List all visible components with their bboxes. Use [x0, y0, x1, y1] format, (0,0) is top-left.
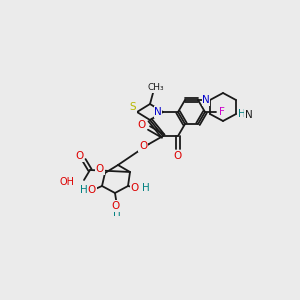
Text: N: N: [245, 110, 253, 120]
Text: O: O: [138, 120, 146, 130]
Text: CH₃: CH₃: [148, 83, 164, 92]
Text: O: O: [88, 185, 96, 195]
Text: O: O: [111, 201, 119, 211]
Text: H: H: [238, 109, 246, 119]
Text: H: H: [113, 208, 121, 218]
Text: F: F: [219, 107, 225, 117]
Text: S: S: [130, 102, 136, 112]
Text: O: O: [139, 141, 147, 151]
Text: OH: OH: [60, 177, 75, 187]
Text: H: H: [142, 183, 150, 193]
Text: O: O: [131, 183, 139, 193]
Text: H: H: [80, 185, 88, 195]
Text: O: O: [75, 151, 83, 161]
Text: O: O: [96, 164, 104, 174]
Text: N: N: [202, 95, 210, 105]
Text: O: O: [174, 151, 182, 161]
Text: N: N: [154, 107, 162, 117]
